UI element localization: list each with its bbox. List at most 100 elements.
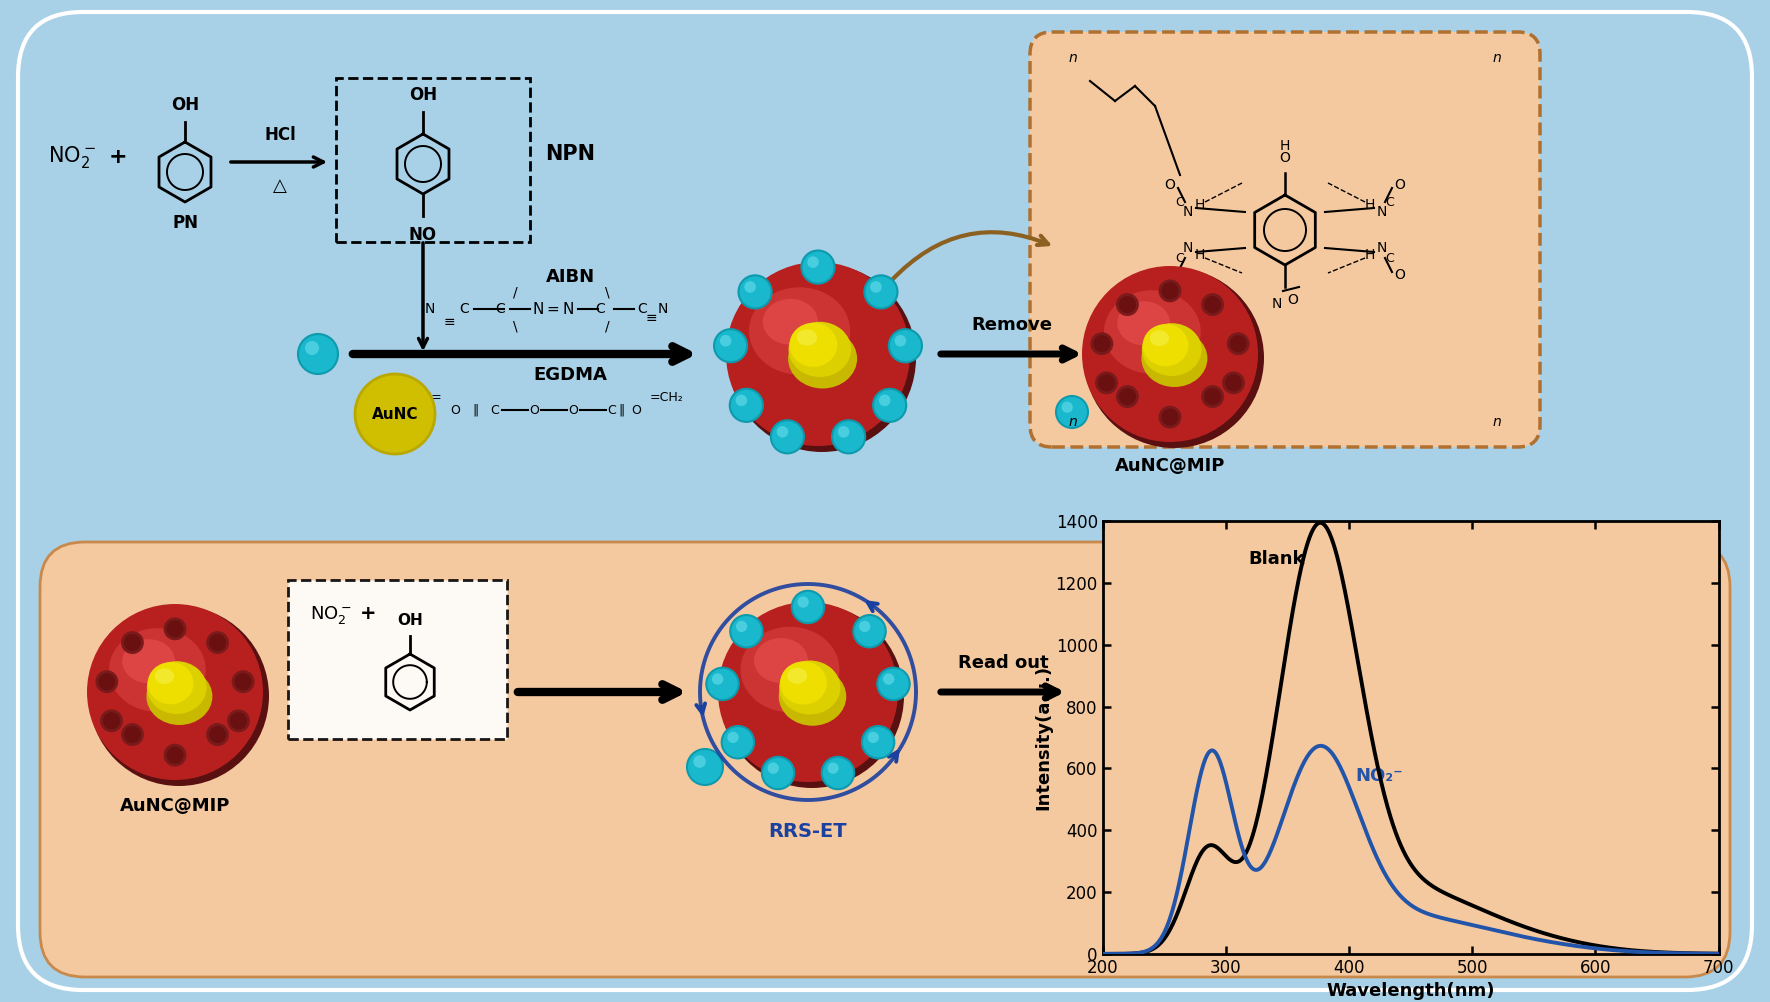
Text: n: n <box>1069 51 1078 65</box>
Text: NPN: NPN <box>545 144 595 164</box>
Ellipse shape <box>754 638 807 683</box>
Text: N: N <box>1182 205 1193 219</box>
Text: N: N <box>1377 241 1388 255</box>
Text: n: n <box>1492 415 1501 429</box>
FancyBboxPatch shape <box>18 12 1752 990</box>
X-axis label: Wavelength(nm): Wavelength(nm) <box>1326 982 1496 1000</box>
Ellipse shape <box>789 323 837 367</box>
Text: OH: OH <box>396 613 423 628</box>
Circle shape <box>1081 266 1258 442</box>
Ellipse shape <box>1142 330 1207 387</box>
Circle shape <box>163 617 186 640</box>
Text: EGDMA: EGDMA <box>533 366 607 384</box>
Circle shape <box>706 667 738 700</box>
Text: ‖: ‖ <box>473 404 478 417</box>
Circle shape <box>768 763 779 774</box>
Circle shape <box>726 262 910 446</box>
Circle shape <box>802 250 835 284</box>
Text: △: △ <box>273 177 287 195</box>
Circle shape <box>1097 375 1115 392</box>
Circle shape <box>1119 388 1136 405</box>
Circle shape <box>862 726 894 759</box>
Circle shape <box>745 282 756 293</box>
Y-axis label: Intensity(a.u.): Intensity(a.u.) <box>1035 665 1053 810</box>
Circle shape <box>761 757 795 790</box>
Text: N: N <box>563 302 573 317</box>
Text: C: C <box>637 302 646 316</box>
Text: \: \ <box>605 285 609 299</box>
Text: O: O <box>1165 268 1175 282</box>
Ellipse shape <box>122 639 175 683</box>
Circle shape <box>738 276 772 309</box>
Circle shape <box>166 620 184 637</box>
Text: C: C <box>1386 195 1395 208</box>
Circle shape <box>727 264 917 452</box>
Circle shape <box>1161 283 1179 300</box>
Circle shape <box>883 673 894 684</box>
Circle shape <box>1083 268 1264 448</box>
Circle shape <box>1204 296 1221 314</box>
Text: H₂C=: H₂C= <box>409 391 442 404</box>
Text: n: n <box>1492 51 1501 65</box>
Text: C: C <box>1175 252 1184 265</box>
Ellipse shape <box>1104 291 1200 374</box>
Circle shape <box>163 743 186 767</box>
Circle shape <box>712 673 724 684</box>
Circle shape <box>871 282 881 293</box>
Circle shape <box>209 634 227 651</box>
Circle shape <box>878 667 910 700</box>
Circle shape <box>853 615 885 647</box>
Circle shape <box>729 389 763 422</box>
Circle shape <box>821 757 855 790</box>
Circle shape <box>1202 385 1225 408</box>
Circle shape <box>356 374 435 454</box>
Circle shape <box>1115 294 1138 316</box>
Circle shape <box>227 709 250 732</box>
Text: AuNC@MIP: AuNC@MIP <box>120 797 230 815</box>
Circle shape <box>1225 375 1243 392</box>
Text: C: C <box>1175 195 1184 208</box>
Circle shape <box>1227 333 1250 355</box>
Circle shape <box>205 723 228 746</box>
Circle shape <box>736 395 747 406</box>
Text: =: = <box>547 302 559 317</box>
Circle shape <box>88 606 269 786</box>
Circle shape <box>873 389 906 422</box>
Text: NO: NO <box>409 226 437 244</box>
Circle shape <box>1119 296 1136 314</box>
Text: C: C <box>607 404 616 417</box>
Circle shape <box>791 591 825 623</box>
Circle shape <box>1096 372 1119 394</box>
Ellipse shape <box>788 667 807 684</box>
Circle shape <box>205 631 228 654</box>
Text: Blank: Blank <box>1248 550 1304 568</box>
Circle shape <box>120 723 143 746</box>
Ellipse shape <box>147 661 207 714</box>
Circle shape <box>798 596 809 608</box>
Text: C: C <box>458 302 469 316</box>
Circle shape <box>807 257 820 268</box>
Text: AuNC: AuNC <box>372 407 418 422</box>
Text: AIBN: AIBN <box>545 268 595 286</box>
Circle shape <box>1115 385 1138 408</box>
Circle shape <box>1094 335 1110 353</box>
Circle shape <box>832 420 866 453</box>
Text: N: N <box>1377 205 1388 219</box>
Circle shape <box>736 620 747 632</box>
Circle shape <box>166 746 184 764</box>
Ellipse shape <box>154 668 173 684</box>
Text: H: H <box>1365 248 1375 262</box>
Circle shape <box>1161 409 1179 426</box>
Circle shape <box>858 620 871 632</box>
Circle shape <box>1202 294 1225 316</box>
Ellipse shape <box>796 330 818 346</box>
Circle shape <box>96 670 119 693</box>
Circle shape <box>124 634 142 651</box>
Circle shape <box>894 335 906 347</box>
Text: O: O <box>1165 178 1175 192</box>
Circle shape <box>1159 280 1181 303</box>
Circle shape <box>772 420 804 453</box>
Text: O: O <box>1287 293 1299 307</box>
Circle shape <box>694 756 706 768</box>
Text: \: \ <box>513 319 517 333</box>
